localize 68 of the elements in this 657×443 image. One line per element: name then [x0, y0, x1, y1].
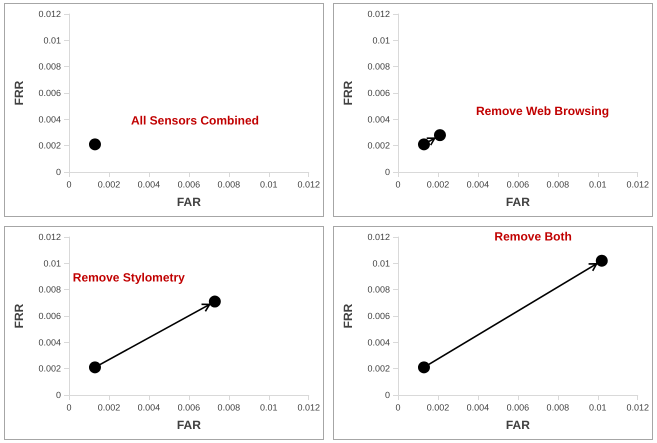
x-tick-label: 0.004 — [466, 180, 490, 190]
x-tick-label: 0.006 — [178, 180, 200, 190]
x-tick-label: 0.006 — [506, 180, 530, 190]
y-tick-label: 0.004 — [367, 337, 390, 348]
y-tick-label: 0 — [56, 390, 61, 400]
x-tick-label: 0 — [395, 402, 401, 412]
x-tick-label: 0.012 — [297, 402, 320, 412]
y-tick-label: 0.002 — [38, 140, 61, 151]
x-axis-title: FAR — [176, 195, 202, 209]
x-tick-label: 0.002 — [426, 402, 450, 412]
y-tick-label: 0.012 — [38, 9, 61, 19]
x-tick-label: 0.004 — [138, 180, 160, 190]
annotation: All Sensors Combined — [130, 113, 260, 128]
x-tick-label: 0.006 — [178, 402, 200, 412]
y-tick-label: 0.002 — [367, 140, 390, 151]
x-tick-label: 0 — [66, 402, 72, 412]
y-tick-label: 0 — [56, 167, 61, 177]
y-tick-label: 0.004 — [38, 337, 61, 348]
y-tick-label: 0.008 — [367, 62, 390, 72]
x-tick-label: 0 — [395, 180, 401, 190]
y-tick-label: 0.012 — [367, 232, 390, 242]
y-tick-label: 0.006 — [367, 88, 390, 98]
x-axis-title: FAR — [176, 418, 202, 432]
y-tick-label: 0.01 — [372, 258, 390, 268]
y-tick-label: 0 — [384, 167, 390, 177]
y-axis-title: FRR — [12, 303, 26, 328]
y-tick-label: 0.008 — [38, 284, 61, 295]
annotation: Remove Both — [494, 230, 572, 244]
y-tick-label: 0.012 — [367, 9, 390, 19]
y-axis-title: FRR — [341, 303, 355, 328]
x-tick-label: 0.012 — [626, 402, 650, 412]
y-tick-label: 0.012 — [38, 232, 61, 242]
annotation: Remove Stylometry — [72, 270, 186, 285]
y-tick-label: 0.01 — [43, 35, 61, 46]
x-tick-label: 0.008 — [546, 402, 570, 412]
x-tick-label: 0.002 — [98, 402, 120, 412]
x-tick-label: 0 — [66, 180, 72, 190]
y-tick-label: 0.006 — [38, 88, 61, 98]
x-tick-label: 0.006 — [506, 402, 530, 412]
y-tick-label: 0.008 — [367, 284, 390, 295]
annotation: Remove Web Browsing — [476, 104, 610, 118]
y-tick-label: 0 — [384, 390, 390, 400]
y-tick-label: 0.002 — [367, 364, 390, 374]
x-tick-label: 0.012 — [626, 180, 650, 190]
x-tick-label: 0.008 — [218, 402, 240, 412]
x-tick-label: 0.008 — [218, 180, 240, 190]
y-tick-label: 0.006 — [367, 311, 390, 321]
x-axis-title: FAR — [506, 195, 530, 209]
x-tick-label: 0.01 — [260, 402, 278, 412]
x-tick-label: 0.004 — [138, 402, 160, 412]
y-tick-label: 0.004 — [367, 114, 390, 124]
y-tick-label: 0.004 — [38, 114, 61, 124]
x-tick-label: 0.002 — [426, 180, 450, 190]
y-tick-label: 0.002 — [38, 364, 61, 374]
x-axis-title: FAR — [506, 418, 530, 432]
x-tick-label: 0.008 — [546, 180, 570, 190]
x-tick-label: 0.01 — [589, 402, 607, 412]
y-tick-label: 0.01 — [372, 35, 390, 46]
y-axis-title: FRR — [341, 80, 355, 106]
y-tick-label: 0.01 — [43, 258, 61, 268]
x-tick-label: 0.002 — [98, 180, 120, 190]
x-tick-label: 0.004 — [466, 402, 490, 412]
y-axis-title: FRR — [12, 80, 26, 106]
y-tick-label: 0.006 — [38, 311, 61, 321]
x-tick-label: 0.012 — [297, 180, 320, 190]
x-tick-label: 0.01 — [589, 180, 607, 190]
y-tick-label: 0.008 — [38, 62, 61, 72]
x-tick-label: 0.01 — [260, 180, 278, 190]
